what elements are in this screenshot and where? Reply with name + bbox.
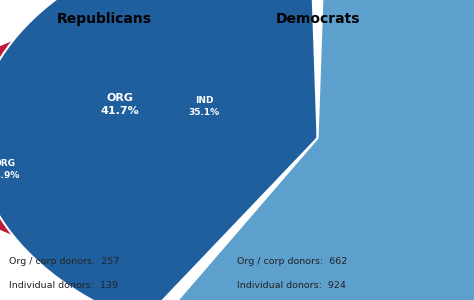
Wedge shape — [154, 0, 474, 300]
Wedge shape — [0, 24, 247, 252]
Text: ORG
64.9%: ORG 64.9% — [0, 160, 20, 180]
Text: ORG
41.7%: ORG 41.7% — [100, 93, 139, 116]
Text: Org / corp donors:  257: Org / corp donors: 257 — [9, 256, 120, 266]
Text: IND
35.1%: IND 35.1% — [188, 96, 219, 116]
Text: Republicans: Republicans — [57, 12, 152, 26]
Text: Org / corp donors:  662: Org / corp donors: 662 — [237, 256, 347, 266]
Wedge shape — [0, 0, 318, 300]
Text: Democrats: Democrats — [275, 12, 360, 26]
Wedge shape — [104, 24, 284, 204]
Text: Individual donors:  139: Individual donors: 139 — [9, 280, 119, 290]
Text: Individual donors:  924: Individual donors: 924 — [237, 280, 346, 290]
